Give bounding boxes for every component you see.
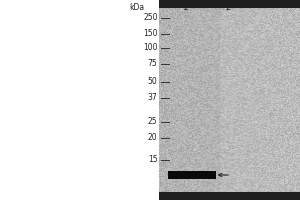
- Text: 50: 50: [148, 77, 158, 86]
- Text: 250: 250: [143, 14, 158, 22]
- Bar: [168, 171, 216, 179]
- Text: 100: 100: [143, 44, 158, 52]
- Text: 15: 15: [148, 156, 158, 164]
- Text: 1: 1: [182, 3, 187, 12]
- Text: 37: 37: [148, 94, 158, 102]
- Text: kDa: kDa: [129, 3, 144, 12]
- Text: 20: 20: [148, 134, 158, 142]
- Text: 150: 150: [143, 29, 158, 38]
- Text: 2: 2: [225, 3, 231, 12]
- Bar: [0, 0, 159, 200]
- Text: 25: 25: [148, 117, 158, 127]
- Text: 75: 75: [148, 60, 158, 68]
